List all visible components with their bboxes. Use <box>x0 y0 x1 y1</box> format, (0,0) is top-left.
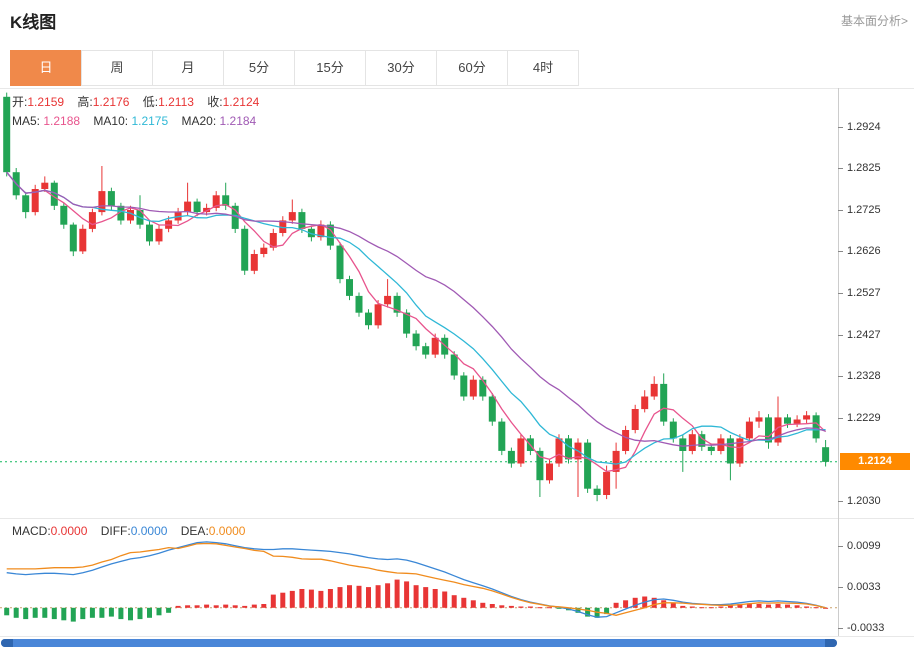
high-value: 1.2176 <box>92 95 130 109</box>
ohlc-legend: 开:1.2159 高:1.2176 低:1.2113 收:1.2124 <box>12 93 269 110</box>
axis-tick <box>838 628 843 629</box>
tab-week[interactable]: 周 <box>81 50 153 86</box>
panel-divider <box>0 518 914 519</box>
axis-tick <box>838 293 843 294</box>
tab-30min[interactable]: 30分 <box>365 50 437 86</box>
axis-tick-label: 1.2527 <box>847 287 881 299</box>
axis-tick-label: 0.0099 <box>847 540 881 552</box>
tab-60min[interactable]: 60分 <box>436 50 508 86</box>
ma5-label: MA5: <box>12 114 41 128</box>
ma20-label: MA20: <box>181 114 217 128</box>
main-candlestick-chart[interactable] <box>0 88 838 518</box>
axis-tick-label: 1.2725 <box>847 204 881 216</box>
axis-tick <box>838 418 843 419</box>
axis-tick <box>838 127 843 128</box>
chart-top-divider <box>0 88 914 89</box>
axis-tick-label: 1.2030 <box>847 495 881 507</box>
ma5-value: 1.2188 <box>43 114 81 128</box>
page-title: K线图 <box>10 13 57 32</box>
axis-tick-label: 1.2825 <box>847 162 881 174</box>
axis-tick <box>838 546 843 547</box>
axis-tick <box>838 251 843 252</box>
tab-month[interactable]: 月 <box>152 50 224 86</box>
diff-label: DIFF: <box>100 524 131 538</box>
last-price-badge: 1.2124 <box>840 453 910 470</box>
axis-tick <box>838 587 843 588</box>
axis-tick-label: 1.2427 <box>847 329 881 341</box>
high-label: 高: <box>77 95 93 109</box>
chart-scrollbar[interactable] <box>1 639 837 647</box>
macd-value: 0.0000 <box>50 524 88 538</box>
price-axis-line <box>838 88 839 636</box>
close-label: 收: <box>207 95 223 109</box>
tab-4hour[interactable]: 4时 <box>507 50 579 86</box>
axis-tick-label: -0.0033 <box>847 622 885 634</box>
fundamental-analysis-link[interactable]: 基本面分析> <box>840 14 908 28</box>
bottom-divider <box>0 636 914 637</box>
macd-label: MACD: <box>12 524 51 538</box>
scrollbar-left-cap[interactable] <box>1 639 13 647</box>
tab-15min[interactable]: 15分 <box>294 50 366 86</box>
low-label: 低: <box>142 95 159 109</box>
tab-5min[interactable]: 5分 <box>223 50 295 86</box>
axis-tick-label: 1.2626 <box>847 245 881 257</box>
interval-tabbar: 日 周 月 5分 15分 30分 60分 4时 <box>10 50 579 86</box>
ma10-value: 1.2175 <box>131 114 169 128</box>
diff-value: 0.0000 <box>130 524 168 538</box>
ma-legend: MA5: 1.2188 MA10: 1.2175 MA20: 1.2184 <box>12 114 266 128</box>
dea-label: DEA: <box>180 524 209 538</box>
axis-tick <box>838 376 843 377</box>
low-value: 1.2113 <box>158 95 194 109</box>
axis-tick <box>838 335 843 336</box>
axis-tick-label: 0.0033 <box>847 581 881 593</box>
macd-legend: MACD:0.0000 DIFF:0.0000 DEA:0.0000 <box>12 524 255 538</box>
axis-tick <box>838 501 843 502</box>
ma10-label: MA10: <box>93 114 129 128</box>
ma20-value: 1.2184 <box>219 114 257 128</box>
scrollbar-right-cap[interactable] <box>825 639 837 647</box>
macd-indicator-chart[interactable] <box>0 520 838 636</box>
tab-day[interactable]: 日 <box>10 50 82 86</box>
axis-tick-label: 1.2229 <box>847 412 881 424</box>
axis-tick <box>838 168 843 169</box>
axis-tick <box>838 210 843 211</box>
open-value: 1.2159 <box>27 95 65 109</box>
open-label: 开: <box>12 95 28 109</box>
close-value: 1.2124 <box>222 95 260 109</box>
dea-value: 0.0000 <box>208 524 246 538</box>
axis-tick-label: 1.2924 <box>847 121 881 133</box>
axis-tick-label: 1.2328 <box>847 370 881 382</box>
